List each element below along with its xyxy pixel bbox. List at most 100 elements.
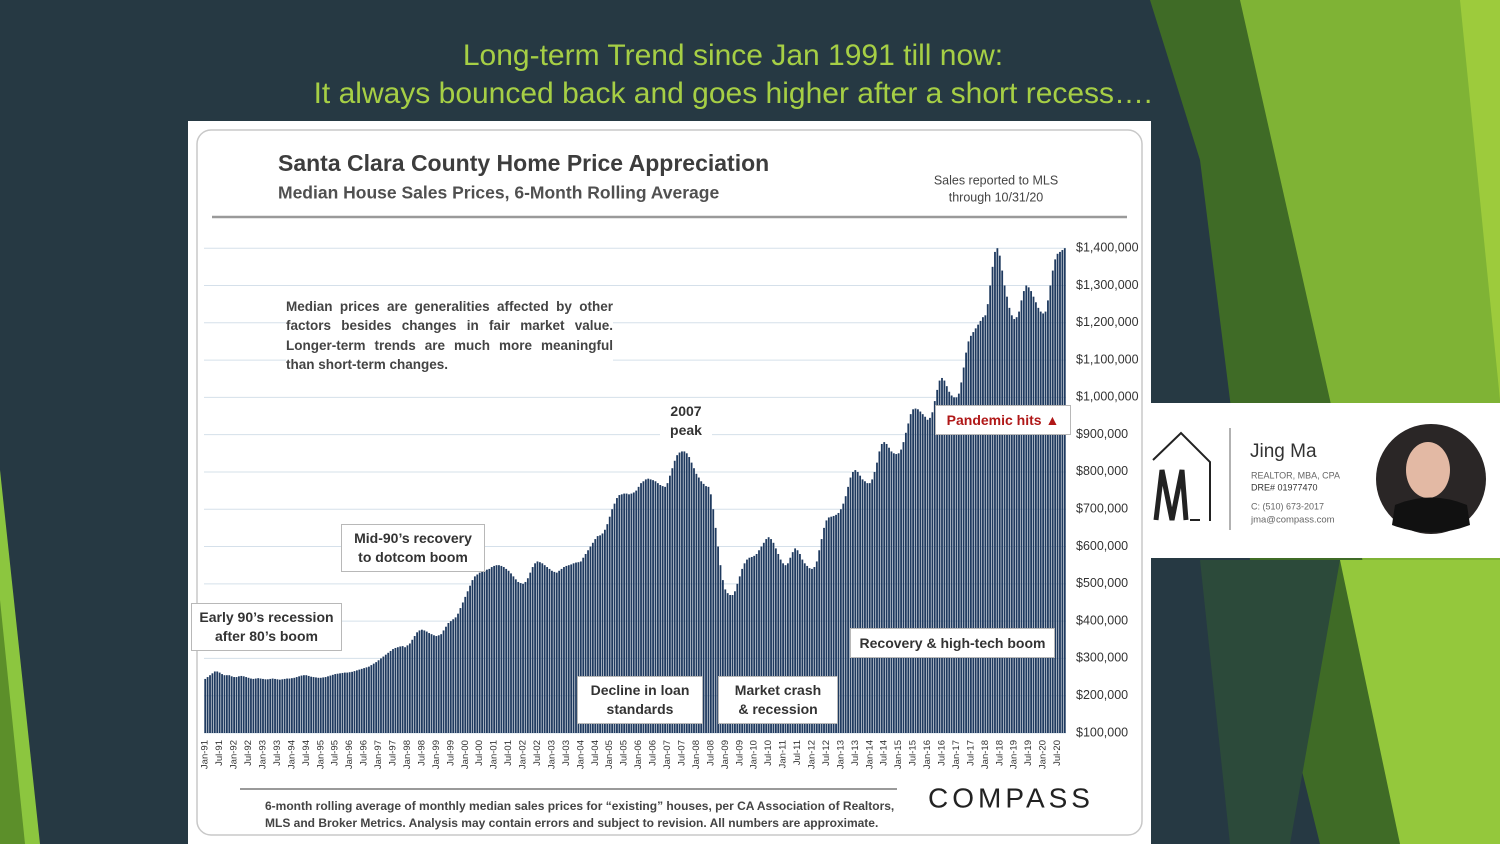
bar: [697, 477, 700, 733]
bar: [852, 471, 854, 733]
bar: [575, 562, 577, 733]
x-tick-label: Jan-95: [315, 740, 326, 769]
bar: [914, 408, 917, 733]
agent-photo: [1392, 497, 1470, 533]
agent-logo: [1152, 431, 1211, 521]
bar: [442, 630, 445, 733]
bar: [567, 565, 570, 733]
bar: [334, 674, 337, 733]
x-tick-label: Jul-05: [619, 740, 630, 766]
bar: [897, 453, 900, 733]
bar: [346, 672, 349, 733]
bar: [221, 674, 223, 733]
bar: [603, 529, 606, 733]
bar: [283, 678, 286, 733]
bar: [986, 304, 989, 733]
bar: [904, 432, 907, 733]
bar: [375, 662, 378, 733]
bar: [625, 493, 628, 733]
bar: [380, 658, 382, 733]
bar: [543, 565, 546, 733]
bar: [823, 527, 825, 733]
annotation-line: peak: [670, 422, 702, 438]
bar: [235, 677, 238, 733]
bar: [844, 496, 847, 733]
bar: [693, 468, 695, 733]
bar: [786, 563, 789, 733]
x-tick-label: Jan-98: [402, 740, 413, 769]
bar: [486, 569, 488, 733]
bar: [868, 483, 871, 733]
y-tick-label: $900,000: [1076, 427, 1128, 441]
y-tick-label: $500,000: [1076, 576, 1128, 590]
bar: [430, 634, 433, 733]
x-tick-label: Jul-98: [416, 740, 427, 766]
bar: [702, 483, 705, 733]
bar: [815, 561, 818, 733]
x-tick-label: Jul-19: [1023, 740, 1034, 766]
bar: [355, 670, 358, 733]
bar: [1015, 317, 1018, 733]
agent-email: jma@compass.com: [1250, 515, 1335, 526]
bar: [606, 524, 609, 733]
bar: [264, 679, 267, 733]
agent-credentials: REALTOR, MBA, CPA: [1251, 470, 1340, 480]
annotation-line: to dotcom boom: [358, 549, 468, 565]
bar: [519, 583, 522, 733]
bar: [428, 633, 431, 733]
chart-note: Median prices are generalities affected …: [286, 297, 613, 375]
bar: [473, 576, 476, 733]
bar: [791, 552, 794, 733]
bar: [257, 678, 260, 733]
bar: [772, 542, 775, 733]
bar: [765, 539, 768, 733]
bar: [353, 671, 356, 733]
annotation-line: Decline in loan: [590, 682, 690, 698]
bar: [1018, 311, 1020, 733]
bar: [890, 451, 893, 733]
bar: [637, 486, 640, 733]
x-tick-label: Jul-92: [243, 740, 254, 766]
bar: [767, 537, 770, 733]
y-tick-label: $1,000,000: [1076, 390, 1139, 404]
bar: [847, 486, 849, 733]
bar: [661, 486, 664, 733]
bar: [341, 672, 344, 733]
bar: [712, 509, 715, 733]
bar: [820, 539, 823, 733]
bar: [310, 676, 313, 733]
y-tick-label: $1,400,000: [1076, 240, 1139, 254]
annotation-line: 2007: [670, 403, 702, 419]
bar: [991, 266, 994, 733]
bar: [336, 673, 339, 733]
bar: [994, 251, 996, 733]
x-tick-label: Jul-07: [676, 740, 687, 766]
bar: [926, 419, 929, 733]
bar: [250, 678, 252, 733]
bar: [837, 512, 840, 733]
bar: [1010, 315, 1013, 733]
bar: [1006, 296, 1008, 733]
bar: [779, 559, 782, 733]
bar: [225, 675, 228, 733]
bar: [500, 565, 503, 733]
bar: [553, 571, 556, 733]
bar: [989, 285, 992, 733]
bar: [770, 539, 772, 733]
x-tick-label: Jul-09: [734, 740, 745, 766]
bar: [452, 619, 455, 733]
bar: [488, 568, 491, 733]
bar: [743, 563, 746, 733]
x-tick-label: Jan-08: [691, 740, 702, 769]
bar: [495, 565, 498, 733]
bar: [476, 574, 479, 733]
bar: [254, 678, 257, 733]
bar: [738, 576, 741, 733]
x-tick-label: Jul-04: [590, 740, 601, 766]
bar: [652, 480, 654, 733]
bar: [806, 565, 809, 733]
bar: [900, 449, 902, 733]
bar: [714, 527, 717, 733]
bar: [972, 332, 975, 733]
bar: [974, 328, 977, 733]
